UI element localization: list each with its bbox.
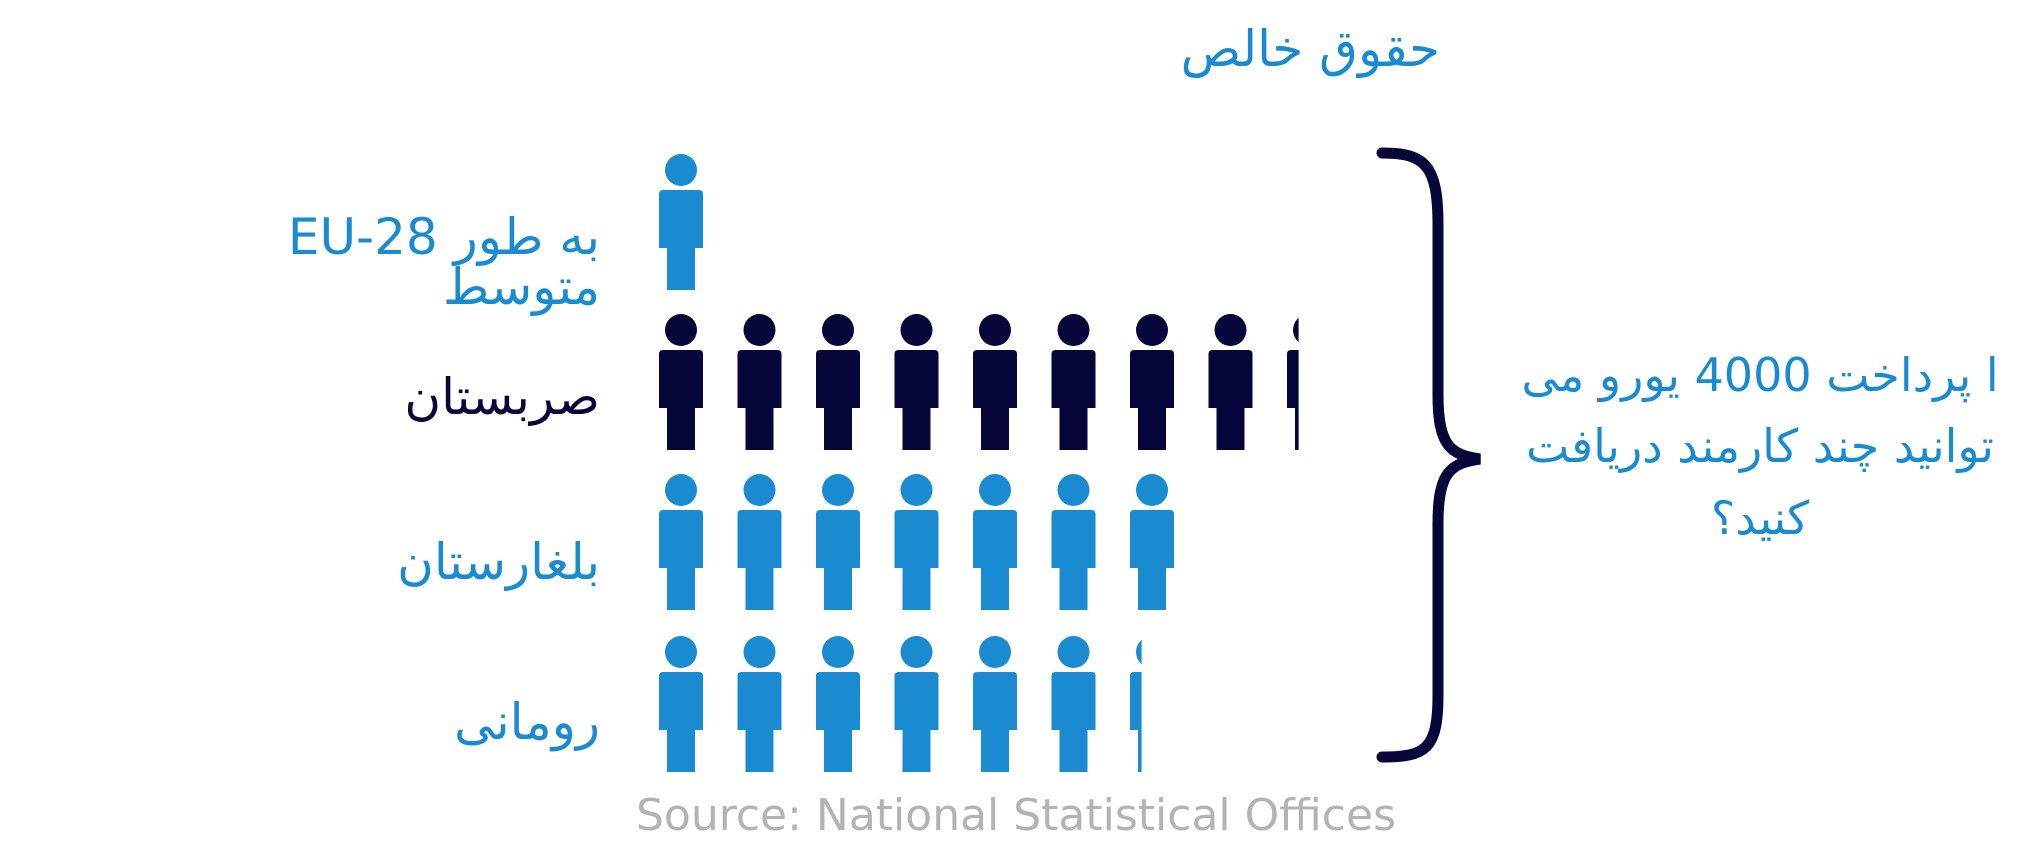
person-icon-row3-3 — [816, 474, 860, 610]
person-icon-row4-7 — [1130, 639, 1142, 772]
row-label-serbia: صربستان — [404, 368, 600, 426]
person-icon-row2-9 — [1287, 317, 1299, 450]
person-icon-row3-5 — [973, 474, 1017, 610]
person-icon-row4-3 — [816, 636, 860, 772]
row-label-bulgaria: بلغارستان — [397, 533, 600, 591]
person-icon-row3-4 — [894, 474, 939, 610]
person-icon-row1-1 — [659, 154, 703, 290]
person-icon-row2-7 — [1130, 314, 1174, 450]
row-label-eu28: EU-28 به طور متوسط — [287, 208, 600, 316]
person-icon-row4-2 — [737, 636, 782, 772]
person-icon-row3-2 — [737, 474, 782, 610]
person-icon-row2-1 — [659, 314, 703, 450]
source-note: Source: National Statistical Offices — [635, 790, 1396, 841]
chart-title: حقوق خالص — [1180, 20, 1440, 78]
person-icon-row2-6 — [1051, 314, 1096, 450]
person-icon-row3-1 — [659, 474, 703, 610]
person-icon-row2-3 — [816, 314, 860, 450]
person-icon-row3-6 — [1051, 474, 1096, 610]
question-line-2: توانید چند کارمند دریافت — [1526, 419, 1994, 474]
person-icon-row2-4 — [894, 314, 939, 450]
person-icon-row4-4 — [894, 636, 939, 772]
person-icon-row4-6 — [1051, 636, 1096, 772]
person-icon-row2-5 — [973, 314, 1017, 450]
person-icon-row2-2 — [737, 314, 782, 450]
person-icon-row3-7 — [1130, 474, 1174, 610]
question-line-3: کنید؟ — [1710, 490, 1810, 545]
row-label-romania: رومانی — [454, 693, 600, 751]
question-line-1: ا پرداخت 4000 یورو می — [1521, 348, 1999, 402]
person-icon-row2-8 — [1208, 314, 1253, 450]
question-text: ا پرداخت 4000 یورو می توانید چند کارمند … — [1480, 340, 2032, 554]
person-icon-row4-1 — [659, 636, 703, 772]
right-brace — [1376, 147, 1481, 763]
person-icon-row4-5 — [973, 636, 1017, 772]
